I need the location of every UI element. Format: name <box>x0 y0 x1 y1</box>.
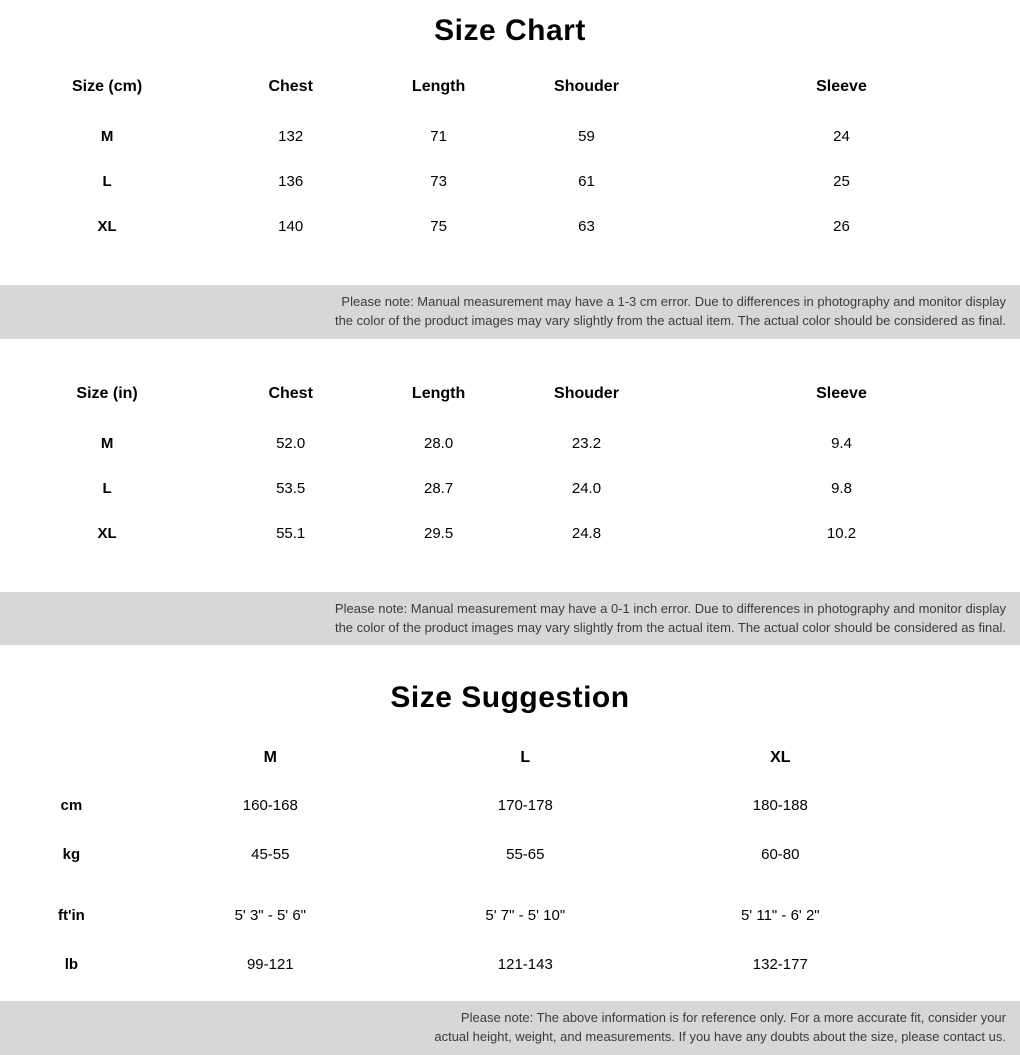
cell-size: M <box>0 421 214 466</box>
cell-sleeve: 25 <box>663 159 1020 204</box>
cell-length: 28.0 <box>367 421 510 466</box>
cell-xl: 60-80 <box>653 830 908 879</box>
col-header-chest: Chest <box>214 68 367 114</box>
cell-size: L <box>0 466 214 511</box>
table-row: L 53.5 28.7 24.0 9.8 <box>0 466 1020 511</box>
col-header-l: L <box>398 735 653 781</box>
cell-xl: 5' 11" - 6' 2" <box>653 879 908 940</box>
cell-size: XL <box>0 204 214 249</box>
cell-shoulder: 23.2 <box>510 421 663 466</box>
note-band-cm: Please note: Manual measurement may have… <box>0 285 1020 339</box>
col-header-xl: XL <box>653 735 908 781</box>
cell-sleeve: 24 <box>663 114 1020 159</box>
col-header-size: Size (in) <box>0 375 214 421</box>
note-text: Please note: The above information is fo… <box>461 1010 1006 1025</box>
cell-l: 170-178 <box>398 781 653 830</box>
table-row: M 132 71 59 24 <box>0 114 1020 159</box>
note-text: actual height, weight, and measurements.… <box>434 1029 1006 1044</box>
cell-length: 28.7 <box>367 466 510 511</box>
cell-xl: 180-188 <box>653 781 908 830</box>
col-header-shoulder: Shouder <box>510 68 663 114</box>
size-chart-title: Size Chart <box>0 14 1020 48</box>
unit-label: ft'in <box>0 879 143 940</box>
col-header-size: Size (cm) <box>0 68 214 114</box>
note-band-suggestion: Please note: The above information is fo… <box>0 1001 1020 1055</box>
table-row: lb 99-121 121-143 132-177 <box>0 940 1020 989</box>
cell-size: M <box>0 114 214 159</box>
cell-l: 5' 7" - 5' 10" <box>398 879 653 940</box>
table-header-row: Size (cm) Chest Length Shouder Sleeve <box>0 68 1020 114</box>
col-header-length: Length <box>367 375 510 421</box>
col-header-m: M <box>143 735 398 781</box>
table-row: L 136 73 61 25 <box>0 159 1020 204</box>
cell-shoulder: 61 <box>510 159 663 204</box>
col-header-sleeve: Sleeve <box>663 375 1020 421</box>
cell-size: L <box>0 159 214 204</box>
col-header-chest: Chest <box>214 375 367 421</box>
table-row: M 52.0 28.0 23.2 9.4 <box>0 421 1020 466</box>
cell-sleeve: 9.8 <box>663 466 1020 511</box>
cell-shoulder: 63 <box>510 204 663 249</box>
size-table-in: Size (in) Chest Length Shouder Sleeve M … <box>0 375 1020 556</box>
col-header-length: Length <box>367 68 510 114</box>
cell-l: 55-65 <box>398 830 653 879</box>
cell-length: 75 <box>367 204 510 249</box>
cell-m: 45-55 <box>143 830 398 879</box>
cell-chest: 136 <box>214 159 367 204</box>
unit-label: cm <box>0 781 143 830</box>
table-header-row: Size (in) Chest Length Shouder Sleeve <box>0 375 1020 421</box>
table-row: XL 55.1 29.5 24.8 10.2 <box>0 511 1020 556</box>
cell-shoulder: 59 <box>510 114 663 159</box>
cell-spacer <box>908 940 1020 989</box>
cell-sleeve: 26 <box>663 204 1020 249</box>
cell-m: 99-121 <box>143 940 398 989</box>
cell-sleeve: 10.2 <box>663 511 1020 556</box>
note-text: the color of the product images may vary… <box>335 313 1006 328</box>
cell-shoulder: 24.0 <box>510 466 663 511</box>
cell-l: 121-143 <box>398 940 653 989</box>
size-suggestion-table: M L XL cm 160-168 170-178 180-188 kg 45-… <box>0 735 1020 989</box>
cell-chest: 53.5 <box>214 466 367 511</box>
cell-chest: 132 <box>214 114 367 159</box>
cell-chest: 52.0 <box>214 421 367 466</box>
cell-shoulder: 24.8 <box>510 511 663 556</box>
cell-chest: 55.1 <box>214 511 367 556</box>
cell-length: 29.5 <box>367 511 510 556</box>
col-header-sleeve: Sleeve <box>663 68 1020 114</box>
table-row: kg 45-55 55-65 60-80 <box>0 830 1020 879</box>
cell-length: 71 <box>367 114 510 159</box>
cell-sleeve: 9.4 <box>663 421 1020 466</box>
cell-spacer <box>908 781 1020 830</box>
cell-length: 73 <box>367 159 510 204</box>
cell-m: 160-168 <box>143 781 398 830</box>
cell-chest: 140 <box>214 204 367 249</box>
table-row: ft'in 5' 3" - 5' 6" 5' 7" - 5' 10" 5' 11… <box>0 879 1020 940</box>
table-header-row: M L XL <box>0 735 1020 781</box>
col-header-empty <box>0 735 143 781</box>
col-header-spacer <box>908 735 1020 781</box>
col-header-shoulder: Shouder <box>510 375 663 421</box>
size-suggestion-title: Size Suggestion <box>0 681 1020 715</box>
size-table-cm: Size (cm) Chest Length Shouder Sleeve M … <box>0 68 1020 249</box>
unit-label: kg <box>0 830 143 879</box>
note-text: the color of the product images may vary… <box>335 620 1006 635</box>
table-row: cm 160-168 170-178 180-188 <box>0 781 1020 830</box>
cell-spacer <box>908 879 1020 940</box>
unit-label: lb <box>0 940 143 989</box>
note-text: Please note: Manual measurement may have… <box>341 294 1006 309</box>
table-row: XL 140 75 63 26 <box>0 204 1020 249</box>
note-text: Please note: Manual measurement may have… <box>335 601 1006 616</box>
cell-m: 5' 3" - 5' 6" <box>143 879 398 940</box>
note-band-in: Please note: Manual measurement may have… <box>0 592 1020 646</box>
cell-spacer <box>908 830 1020 879</box>
cell-xl: 132-177 <box>653 940 908 989</box>
cell-size: XL <box>0 511 214 556</box>
